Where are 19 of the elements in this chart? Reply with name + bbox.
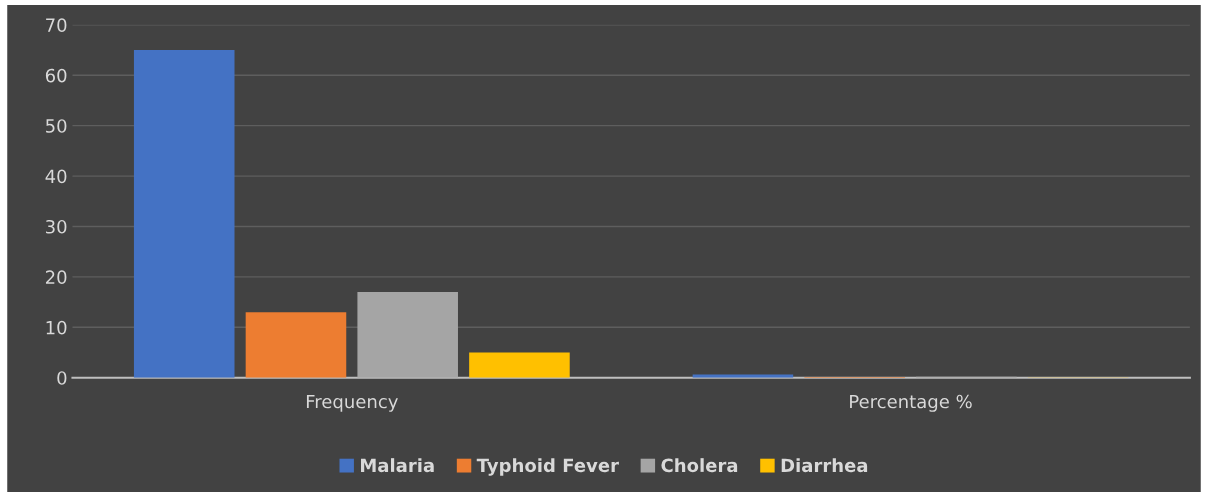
- legend-label: Malaria: [361, 458, 434, 473]
- y-tick-label: 0: [57, 371, 67, 385]
- y-tick-label: 60: [45, 68, 67, 83]
- legend-label: Diarrhea: [781, 458, 868, 473]
- y-tick-label: 40: [45, 169, 67, 184]
- bar: [245, 312, 347, 378]
- legend-label: Typhoid Fever: [476, 458, 619, 476]
- y-tick-label: 50: [46, 119, 67, 133]
- bar: [357, 292, 458, 378]
- y-tick-label: 10: [46, 320, 67, 335]
- bar: [692, 374, 794, 378]
- x-tick-label: Frequency: [306, 394, 398, 412]
- x-tick-label: Percentage %: [850, 394, 972, 412]
- bar: [469, 352, 570, 378]
- legend-label: Cholera: [661, 458, 738, 473]
- y-tick-label: 30: [46, 219, 67, 234]
- bar: [133, 50, 235, 378]
- y-tick-label: 70: [46, 18, 67, 32]
- y-tick-label: 20: [45, 270, 67, 285]
